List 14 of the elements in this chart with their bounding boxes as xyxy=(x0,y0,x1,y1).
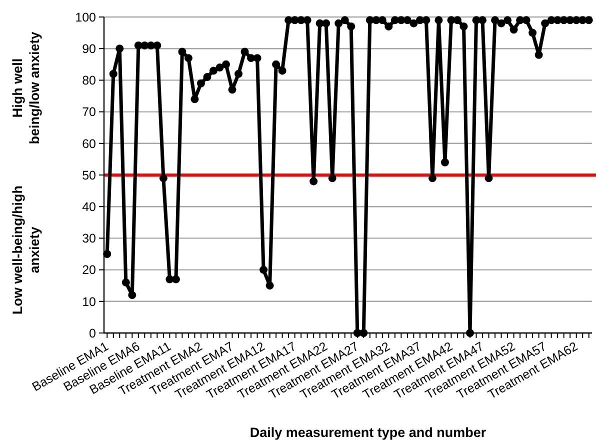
y-tick-label: 50 xyxy=(82,168,96,182)
y-tick-label: 30 xyxy=(82,232,96,246)
text: Low well-being/high anxiety xyxy=(10,186,42,314)
y-tick-label: 60 xyxy=(82,136,96,151)
y-tick-label: 20 xyxy=(82,263,96,278)
text: High well being/low anxiety xyxy=(10,31,42,144)
y-tick-label: 0 xyxy=(89,326,96,340)
y-tick-label: 70 xyxy=(82,105,96,120)
x-axis-title: Daily measurement type and number xyxy=(250,425,487,440)
y-tick-label: 40 xyxy=(82,200,96,214)
y-tick-label: 10 xyxy=(82,294,96,309)
y-tick-label: 90 xyxy=(82,42,96,56)
y-tick-label: 100 xyxy=(75,10,96,24)
y-tick-label: 80 xyxy=(82,74,96,88)
